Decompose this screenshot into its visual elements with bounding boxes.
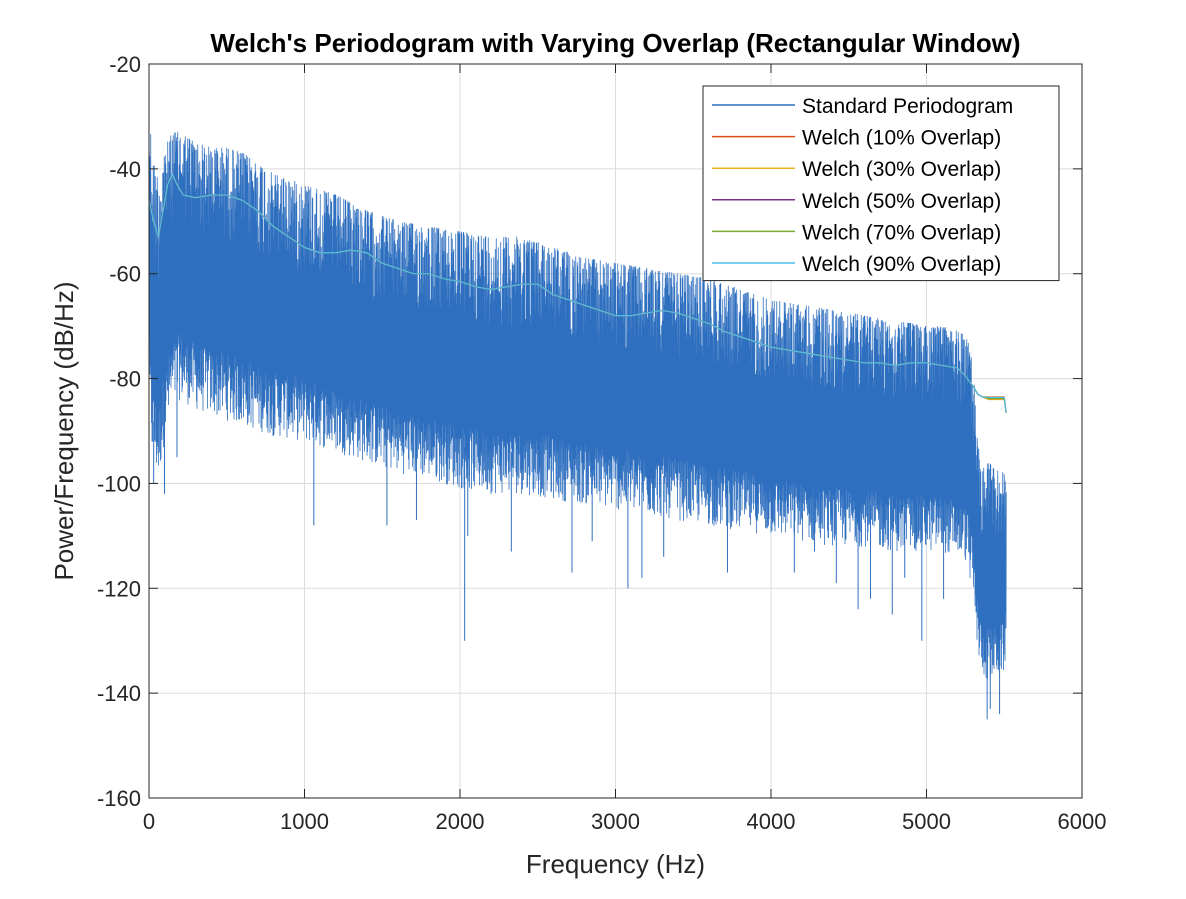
legend-entry[interactable]: Welch (30% Overlap) bbox=[712, 158, 1001, 181]
y-tick-label: -160 bbox=[97, 786, 141, 811]
legend-entry[interactable]: Welch (50% Overlap) bbox=[712, 190, 1001, 213]
y-tick-label: -140 bbox=[97, 681, 141, 706]
x-tick-label: 2000 bbox=[436, 809, 485, 834]
legend-box bbox=[702, 85, 1060, 282]
x-tick-label: 4000 bbox=[747, 809, 796, 834]
y-tick-label: -40 bbox=[109, 157, 141, 182]
legend[interactable]: Standard Periodogram Welch (10% Overlap) W… bbox=[702, 85, 1060, 282]
x-tick-label: 6000 bbox=[1058, 809, 1107, 834]
x-tick-label: 3000 bbox=[591, 809, 640, 834]
legend-entry[interactable]: Welch (10% Overlap) bbox=[712, 127, 1001, 150]
y-tick-label: -60 bbox=[109, 262, 141, 287]
legend-label: Welch (70% Overlap) bbox=[802, 221, 1001, 244]
y-axis-label: Power/Frequency (dB/Hz) bbox=[49, 281, 79, 580]
legend-entry[interactable]: Standard Periodogram bbox=[712, 95, 1013, 118]
legend-label: Welch (50% Overlap) bbox=[802, 190, 1001, 213]
ticks: 0 1000 2000 3000 4000 5000 6000 -160 -140 -120 -10… bbox=[97, 52, 1107, 834]
legend-label: Welch (10% Overlap) bbox=[802, 127, 1001, 150]
legend-label: Standard Periodogram bbox=[802, 95, 1013, 118]
y-tick-label: -20 bbox=[109, 52, 141, 77]
legend-entry[interactable]: Welch (90% Overlap) bbox=[712, 253, 1001, 276]
legend-entry[interactable]: Welch (70% Overlap) bbox=[712, 221, 1001, 244]
legend-label: Welch (30% Overlap) bbox=[802, 158, 1001, 181]
legend-label: Welch (90% Overlap) bbox=[802, 253, 1001, 276]
series-welch-5 bbox=[149, 173, 1007, 413]
data-layer bbox=[149, 131, 1007, 720]
y-tick-label: -80 bbox=[109, 367, 141, 392]
series-standard-periodogram bbox=[149, 131, 1007, 679]
x-tick-label: 5000 bbox=[902, 809, 951, 834]
chart-title: Welch's Periodogram with Varying Overlap… bbox=[210, 28, 1020, 58]
y-tick-label: -100 bbox=[97, 471, 141, 496]
x-tick-label: 1000 bbox=[280, 809, 329, 834]
x-axis-label: Frequency (Hz) bbox=[526, 849, 705, 879]
y-tick-label: -120 bbox=[97, 576, 141, 601]
x-tick-label: 0 bbox=[143, 809, 155, 834]
